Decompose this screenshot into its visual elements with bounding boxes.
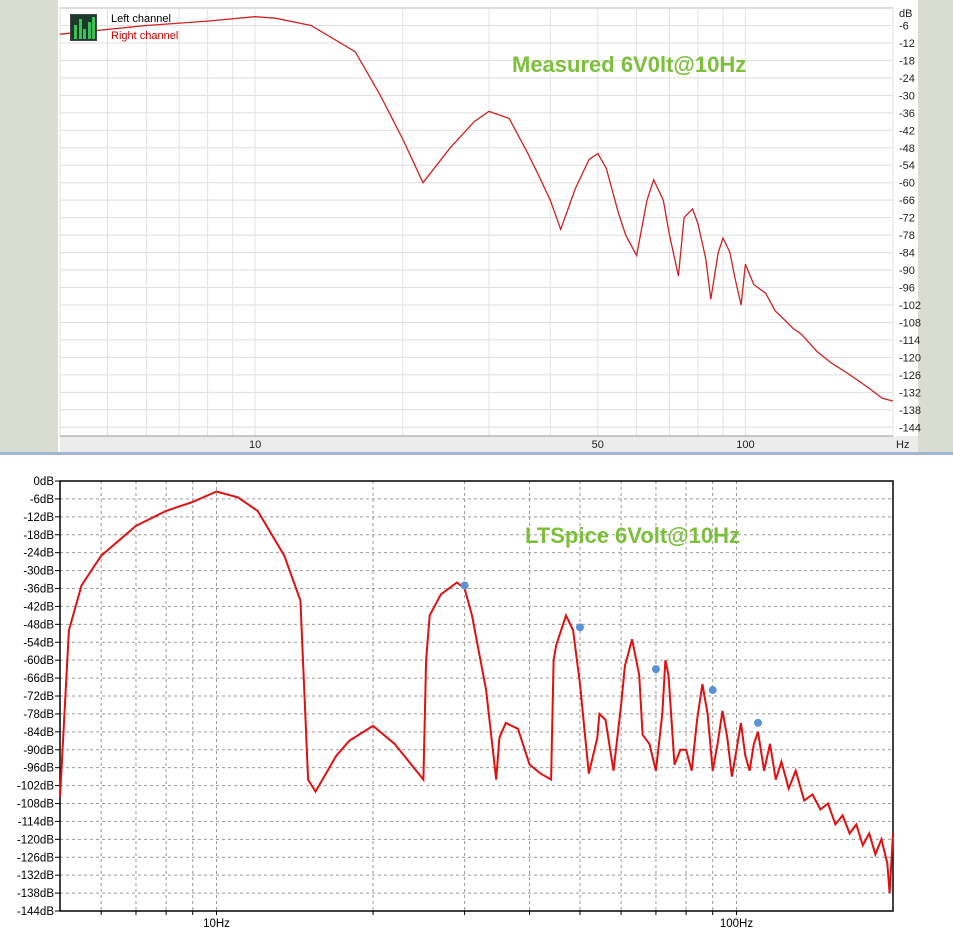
ltspice-chart: 0dB -6dB -12dB -18dB -24dB -30dB -36dB -42dB -48… bbox=[17, 476, 894, 930]
y-tick-label: -48 bbox=[899, 143, 915, 155]
x-axis-unit: Hz bbox=[896, 439, 909, 451]
harmonic-marker bbox=[754, 718, 763, 727]
y-tick-label: -66 bbox=[899, 195, 915, 207]
x-tick-label: 100Hz bbox=[720, 918, 753, 930]
y-tick-label: -66dB bbox=[23, 673, 54, 685]
y-tick-label: -42dB bbox=[23, 601, 54, 613]
y-tick-label: -18dB bbox=[23, 530, 54, 542]
y-tick-label: -126dB bbox=[17, 852, 54, 864]
y-tick-label: -42 bbox=[899, 125, 915, 137]
y-tick-label: -12dB bbox=[23, 512, 54, 524]
plot-area bbox=[59, 7, 894, 437]
y-axis-unit: dB bbox=[899, 8, 912, 20]
y-tick-label: -90dB bbox=[23, 745, 54, 757]
x-axis-strip bbox=[60, 436, 918, 452]
y-tick-label: -96dB bbox=[23, 763, 54, 775]
window-left-border bbox=[0, 0, 58, 452]
y-tick-label: -78 bbox=[899, 230, 915, 242]
y-tick-label: -48dB bbox=[23, 619, 54, 631]
y-tick-label: -6dB bbox=[30, 494, 55, 506]
measured-chart-panel: dB -6 -12 -18 -24 -30 -36 -42 -48 -54 -60 -66 -72 -78… bbox=[0, 0, 953, 452]
y-tick-label: -30 bbox=[899, 90, 915, 102]
y-tick-label: -108dB bbox=[17, 799, 54, 811]
x-tick-label: 50 bbox=[592, 439, 604, 451]
y-tick-label: -102 bbox=[899, 300, 921, 312]
series-line bbox=[59, 490, 894, 894]
y-tick-label: -60 bbox=[899, 178, 915, 190]
y-tick-label: -60dB bbox=[23, 655, 54, 667]
y-tick-label: -6 bbox=[899, 20, 909, 32]
y-tick-label: -72dB bbox=[23, 691, 54, 703]
y-tick-label: -54 bbox=[899, 160, 915, 172]
harmonic-marker bbox=[708, 686, 717, 695]
y-tick-label: -102dB bbox=[17, 781, 54, 793]
y-tick-label: -132 bbox=[899, 387, 921, 399]
harmonic-marker bbox=[460, 581, 469, 590]
harmonic-marker bbox=[575, 623, 584, 632]
y-tick-label: -138dB bbox=[17, 888, 54, 900]
y-tick-label: -120dB bbox=[17, 834, 54, 846]
spectrum-analyzer-icon[interactable] bbox=[70, 14, 97, 41]
icon-bar bbox=[92, 17, 95, 39]
y-tick-label: -24dB bbox=[23, 548, 54, 560]
icon-bar bbox=[87, 22, 91, 39]
y-tick-label: -144 bbox=[899, 422, 921, 434]
y-tick-label: -84 bbox=[899, 248, 915, 260]
measured-chart-title: Measured 6V0lt@10Hz bbox=[512, 52, 747, 77]
y-tick-label: -96 bbox=[899, 283, 915, 295]
legend-left-channel: Left channel bbox=[111, 13, 171, 25]
y-tick-label: -54dB bbox=[23, 637, 54, 649]
window-right-border bbox=[918, 0, 953, 452]
icon-bar bbox=[78, 19, 82, 39]
ltspice-chart-title: LTSpice 6Volt@10Hz bbox=[525, 523, 741, 548]
y-tick-label: -114dB bbox=[18, 816, 55, 828]
legend-right-channel: Right channel bbox=[111, 30, 179, 42]
y-tick-label: -126 bbox=[899, 370, 921, 382]
series-line-right-channel bbox=[59, 16, 894, 402]
y-tick-label: -138 bbox=[899, 405, 921, 417]
y-tick-label: -120 bbox=[899, 352, 921, 364]
y-tick-label: 0dB bbox=[34, 476, 55, 488]
y-tick-label: -114 bbox=[899, 335, 920, 347]
icon-bar bbox=[83, 29, 86, 39]
y-tick-label: -72 bbox=[899, 213, 915, 225]
y-tick-label: -84dB bbox=[23, 727, 54, 739]
x-tick-label: 10 bbox=[249, 439, 261, 451]
y-tick-label: -144dB bbox=[17, 906, 54, 918]
x-tick-label: 10Hz bbox=[203, 918, 230, 930]
y-tick-label: -90 bbox=[899, 265, 915, 277]
y-tick-label: -18 bbox=[899, 55, 915, 67]
x-tick-label: 100 bbox=[736, 439, 754, 451]
y-tick-label: -132dB bbox=[17, 870, 54, 882]
measured-chart: dB-6 -12 -18 -24 -30 -36 -42 -48 -54 -60 -66 -72 -78… bbox=[59, 7, 921, 452]
icon-bar bbox=[74, 25, 77, 39]
y-tick-label: -36dB bbox=[23, 584, 54, 596]
y-tick-label: -78dB bbox=[23, 709, 54, 721]
y-tick-label: -108 bbox=[899, 317, 921, 329]
harmonic-marker bbox=[651, 665, 660, 674]
y-tick-label: -36 bbox=[899, 108, 915, 120]
y-tick-label: -12 bbox=[899, 38, 915, 50]
y-tick-label: -24 bbox=[899, 73, 915, 85]
ltspice-chart-panel: 0dB -6dB -12dB -18dB -24dB -30dB -36dB -42dB -48… bbox=[0, 452, 953, 944]
y-tick-label: -30dB bbox=[23, 566, 54, 578]
